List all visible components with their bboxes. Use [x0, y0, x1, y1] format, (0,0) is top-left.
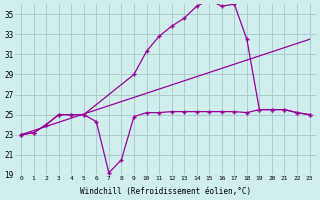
X-axis label: Windchill (Refroidissement éolien,°C): Windchill (Refroidissement éolien,°C) — [80, 187, 251, 196]
